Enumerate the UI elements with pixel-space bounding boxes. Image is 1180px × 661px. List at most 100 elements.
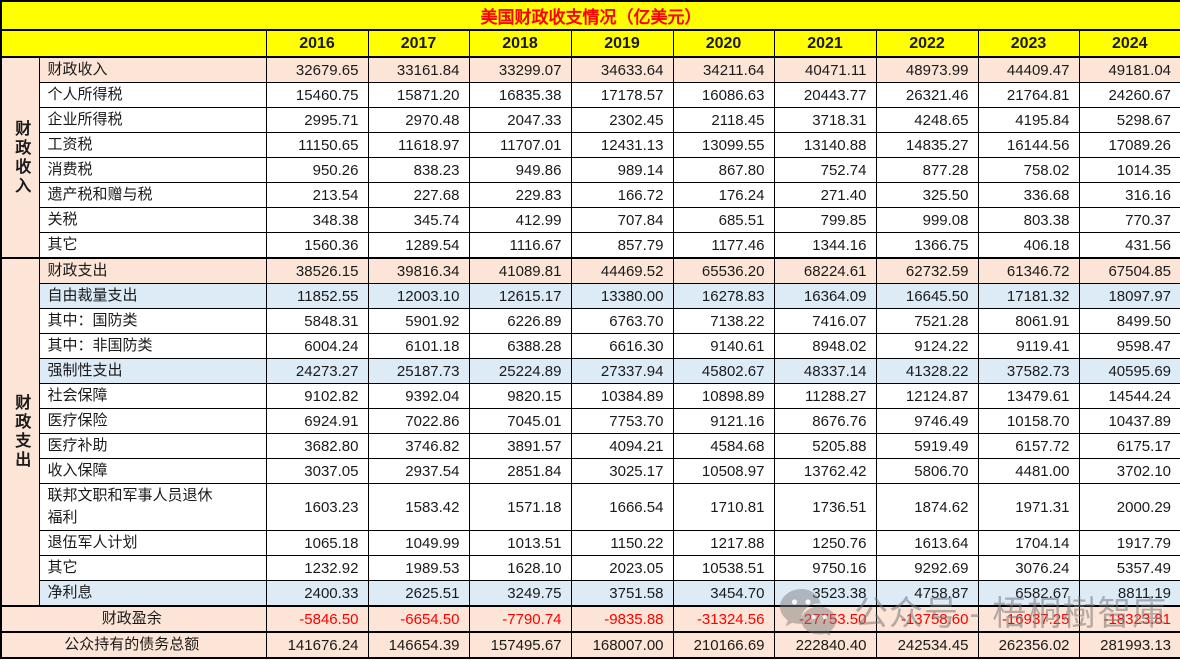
value-cell: 3076.24 [977, 555, 1080, 581]
value-cell: 67504.85 [1078, 257, 1180, 284]
title-row: 美国财政收支情况（亿美元） [0, 0, 1180, 31]
table-row: 企业所得税 2995.71 2970.48 2047.33 2302.45 2118.45… [1, 107, 1180, 133]
value-cell: 2400.33 [265, 580, 369, 607]
value-cell: 1571.18 [468, 483, 572, 531]
value-cell: 2000.29 [1078, 483, 1180, 531]
value-cell: 1603.23 [265, 483, 369, 531]
table-row: 社会保障 9102.82 9392.04 9820.15 10384.89 10898.8… [1, 383, 1180, 409]
value-cell: 752.74 [773, 157, 877, 183]
value-cell: 950.26 [265, 157, 369, 183]
row-label: 财政收入 [38, 56, 267, 83]
value-cell: 24260.67 [1078, 82, 1180, 108]
table-row: 退伍军人计划 1065.18 1049.99 1013.51 1150.22 1217.8… [1, 530, 1180, 556]
row-label: 其中：非国防类 [38, 333, 267, 359]
value-cell: 5919.49 [875, 433, 979, 459]
value-cell: 34211.64 [672, 56, 775, 83]
year-header-2019: 2019 [570, 29, 674, 58]
value-cell: 1116.67 [468, 232, 572, 259]
value-cell: 707.84 [570, 207, 674, 233]
value-cell: 18097.97 [1078, 283, 1180, 309]
value-cell: 41328.22 [875, 358, 979, 384]
value-cell: 9119.41 [977, 333, 1080, 359]
value-cell: 857.79 [570, 232, 674, 259]
value-cell: 7045.01 [468, 408, 572, 434]
value-cell: 146654.39 [367, 631, 470, 659]
row-label: 遗产税和赠与税 [38, 182, 267, 208]
row-label: 财政支出 [38, 257, 267, 284]
value-cell: 989.14 [570, 157, 674, 183]
value-cell: 6616.30 [570, 333, 674, 359]
value-cell: 242534.45 [875, 631, 979, 659]
value-cell: 2302.45 [570, 107, 674, 133]
value-cell: 271.40 [773, 182, 877, 208]
year-header-2024: 2024 [1078, 29, 1180, 58]
value-cell: 3454.70 [672, 580, 775, 607]
value-cell: 11852.55 [265, 283, 369, 309]
value-cell: -9835.88 [570, 605, 674, 633]
value-cell: 49181.04 [1078, 56, 1180, 83]
value-cell: 949.86 [468, 157, 572, 183]
row-label: 工资税 [38, 132, 267, 158]
value-cell: 9820.15 [468, 383, 572, 409]
value-cell: 3702.10 [1078, 458, 1180, 484]
value-cell: 7416.07 [773, 308, 877, 334]
table-row: 医疗补助 3682.80 3746.82 3891.57 4094.21 4584.68 5… [1, 433, 1180, 459]
value-cell: 3523.38 [773, 580, 877, 607]
value-cell: -5846.50 [265, 605, 369, 633]
corner-cell [0, 29, 267, 58]
value-cell: 262356.02 [977, 631, 1080, 659]
summary-row: 财政盈余 -5846.50 -6654.50 -7790.74 -9835.88 -313… [0, 605, 1180, 633]
summary-label: 公众持有的债务总额 [0, 631, 267, 659]
row-label: 自由裁量支出 [38, 283, 267, 309]
value-cell: 13380.00 [570, 283, 674, 309]
table-row: 消费税 950.26 838.23 949.86 989.14 867.80 752.74 8… [1, 157, 1180, 183]
value-cell: 11288.27 [773, 383, 877, 409]
row-label: 净利息 [38, 580, 267, 607]
year-header-2022: 2022 [875, 29, 979, 58]
row-label: 医疗保险 [38, 408, 267, 434]
row-label: 退伍军人计划 [38, 530, 267, 556]
value-cell: 1613.64 [875, 530, 979, 556]
value-cell: 6175.17 [1078, 433, 1180, 459]
row-label: 社会保障 [38, 383, 267, 409]
table-row: 其中：非国防类 6004.24 6101.18 6388.28 6616.30 9140.… [1, 333, 1180, 359]
year-header-2020: 2020 [672, 29, 775, 58]
value-cell: 1989.53 [367, 555, 470, 581]
value-cell: 6924.91 [265, 408, 369, 434]
value-cell: 6388.28 [468, 333, 572, 359]
value-cell: 6763.70 [570, 308, 674, 334]
value-cell: 3718.31 [773, 107, 877, 133]
value-cell: 16364.09 [773, 283, 877, 309]
value-cell: 7753.70 [570, 408, 674, 434]
table-row: 财政收入 财政收入 32679.65 33161.84 33299.07 34633.64… [0, 56, 1180, 259]
value-cell: 38526.15 [265, 257, 369, 284]
value-cell: 2937.54 [367, 458, 470, 484]
value-cell: 770.37 [1078, 207, 1180, 233]
value-cell: -16937.25 [977, 605, 1080, 633]
value-cell: 176.24 [672, 182, 775, 208]
table-row: 强制性支出 24273.27 25187.73 25224.89 27337.94 458… [1, 358, 1180, 384]
value-cell: 11618.97 [367, 132, 470, 158]
value-cell: 213.54 [265, 182, 369, 208]
value-cell: 9746.49 [875, 408, 979, 434]
value-cell: 9598.47 [1078, 333, 1180, 359]
table-row: 自由裁量支出 11852.55 12003.10 12615.17 13380.00 16… [1, 283, 1180, 309]
value-cell: 867.80 [672, 157, 775, 183]
value-cell: 16835.38 [468, 82, 572, 108]
value-cell: 16144.56 [977, 132, 1080, 158]
value-cell: 348.38 [265, 207, 369, 233]
value-cell: 1366.75 [875, 232, 979, 259]
value-cell: 157495.67 [468, 631, 572, 659]
table-row: 工资税 11150.65 11618.97 11707.01 12431.13 13099… [1, 132, 1180, 158]
value-cell: -27753.50 [773, 605, 877, 633]
value-cell: 431.56 [1078, 232, 1180, 259]
value-cell: 62732.59 [875, 257, 979, 284]
value-cell: 12124.87 [875, 383, 979, 409]
value-cell: 1971.31 [977, 483, 1080, 531]
value-cell: 17089.26 [1078, 132, 1180, 158]
value-cell: 2118.45 [672, 107, 775, 133]
value-cell: 3746.82 [367, 433, 470, 459]
value-cell: 1874.62 [875, 483, 979, 531]
value-cell: 3751.58 [570, 580, 674, 607]
